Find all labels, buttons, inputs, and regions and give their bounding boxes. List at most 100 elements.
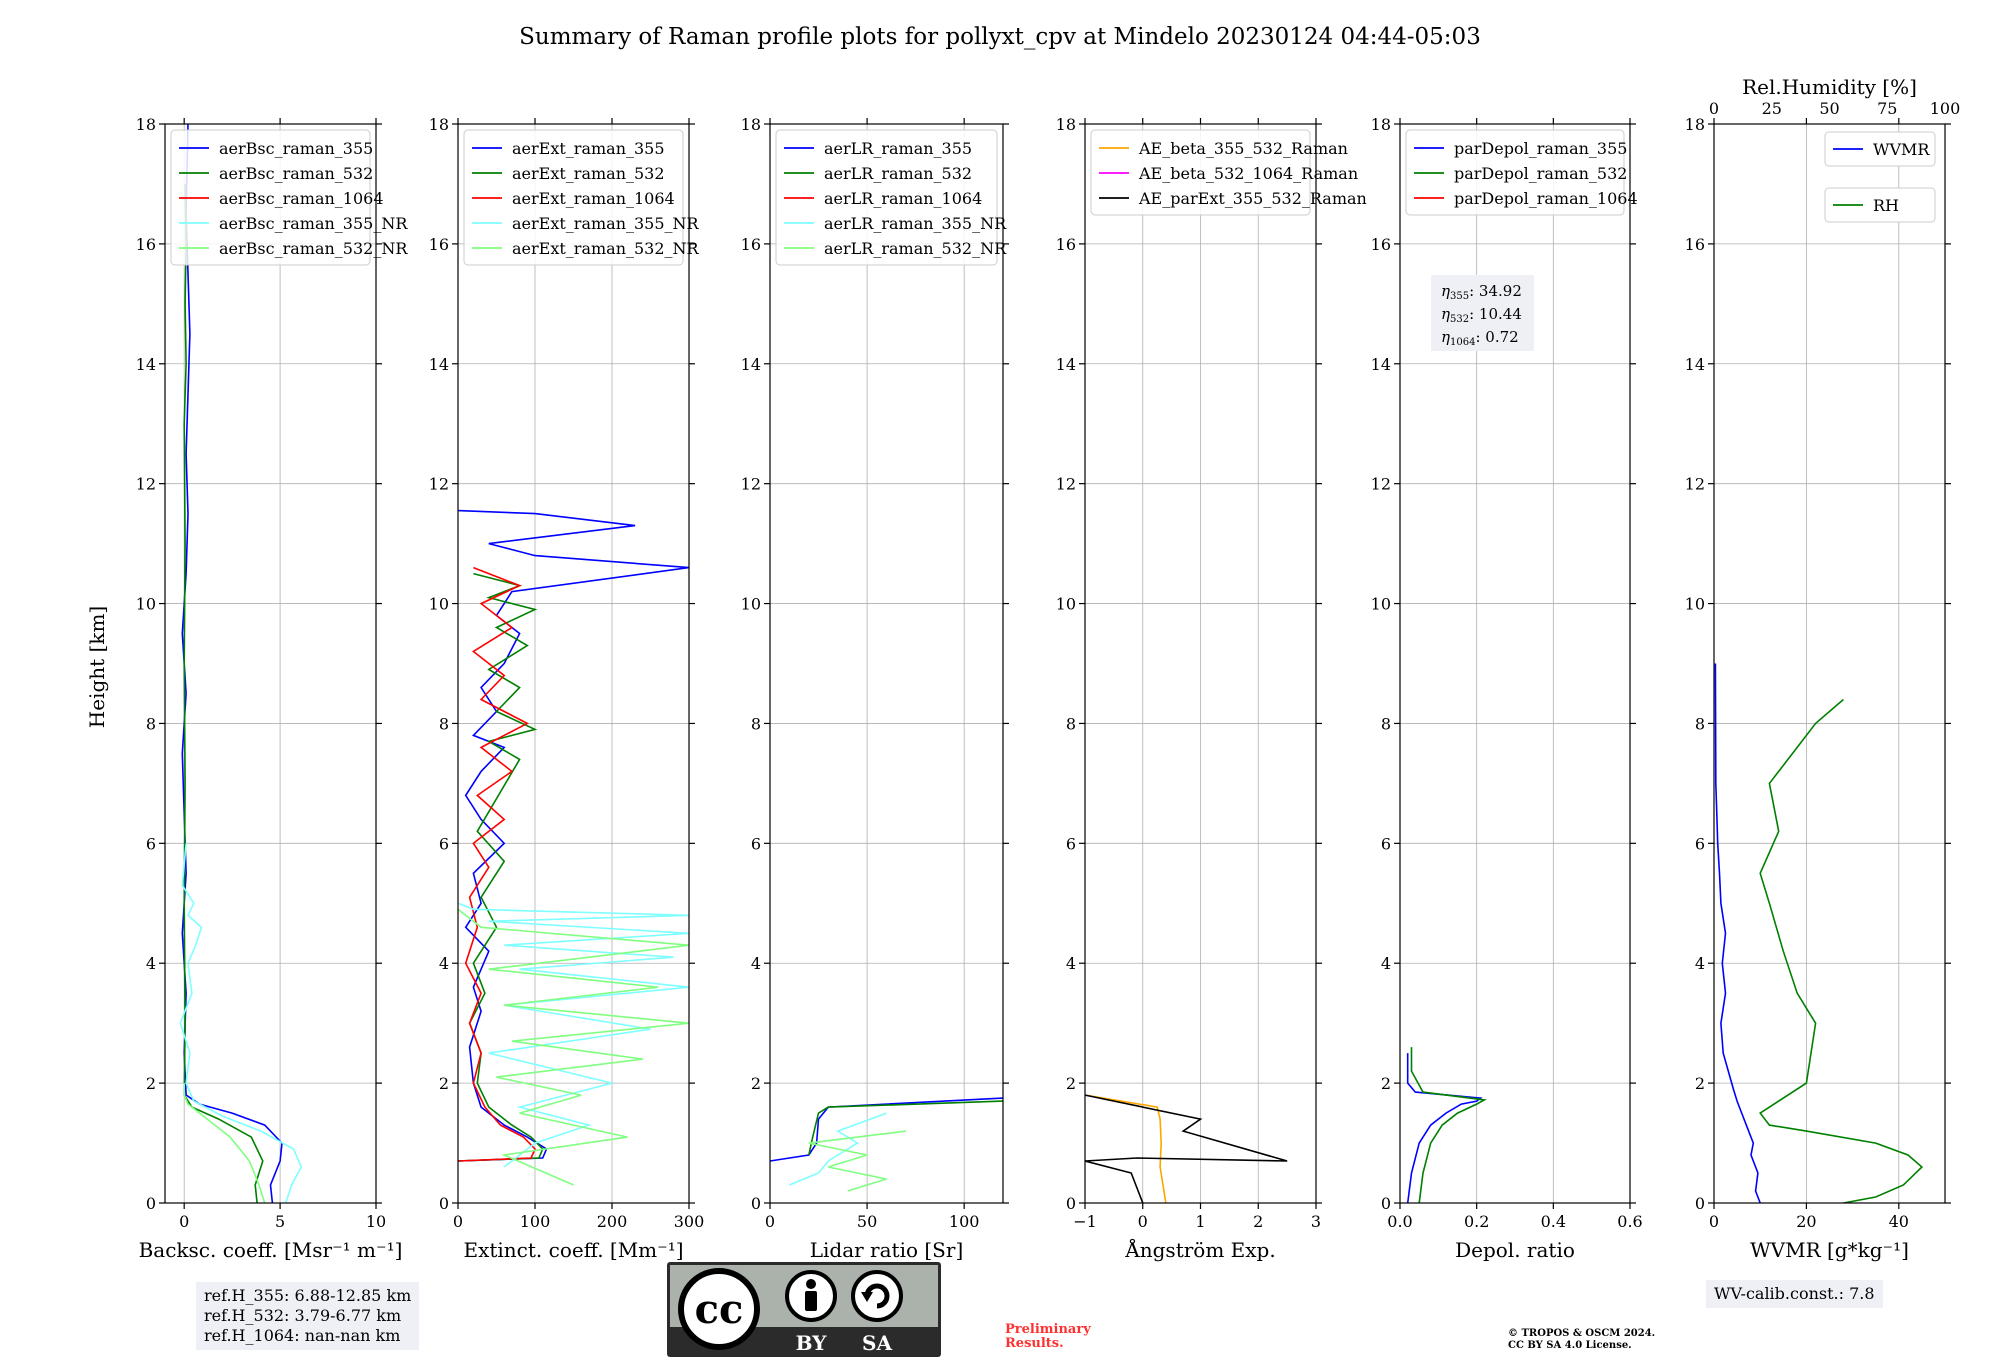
legend-frame bbox=[1090, 129, 1311, 216]
sa-label: SA bbox=[862, 1331, 892, 1355]
legend-label: aerBsc_raman_1064 bbox=[219, 189, 384, 208]
series-group bbox=[770, 1097, 1003, 1192]
x-axis-label: WVMR [g*kg⁻¹] bbox=[1750, 1238, 1909, 1262]
y-tick-label: 14 bbox=[1685, 355, 1705, 374]
x-tick-label: 100 bbox=[520, 1212, 551, 1231]
y-tick-label: 6 bbox=[146, 834, 156, 853]
y-tick-label: 12 bbox=[429, 475, 449, 494]
panel-1: 0 2 4 6 8 10 12 14 16 18 0 5 10 Backsc. coeff. [Msr⁻¹… bbox=[136, 115, 409, 1262]
top-x-tick-label: 50 bbox=[1819, 99, 1839, 118]
legend-label: aerExt_raman_532 bbox=[512, 164, 665, 183]
y-tick-label: 16 bbox=[136, 235, 156, 254]
legend-label: AE_parExt_355_532_Raman bbox=[1138, 189, 1367, 208]
y-tick-label: 14 bbox=[429, 355, 449, 374]
top-x-axis-label: Rel.Humidity [%] bbox=[1742, 75, 1917, 99]
y-tick-label: 2 bbox=[439, 1074, 449, 1093]
legend-frame bbox=[1824, 131, 1936, 167]
copyright-note: © TROPOS & OSCM 2024. CC BY SA 4.0 Licen… bbox=[1508, 1328, 1768, 1352]
legend-frame bbox=[775, 129, 998, 266]
legend: parDepol_raman_355 parDepol_raman_532 parD… bbox=[1405, 129, 1638, 216]
y-tick-label: 2 bbox=[1695, 1074, 1705, 1093]
y-tick-label: 0 bbox=[439, 1194, 449, 1213]
legend-label: aerLR_raman_355_NR bbox=[824, 214, 1007, 233]
x-tick-label: 0 bbox=[1138, 1212, 1148, 1231]
y-tick-label: 4 bbox=[1066, 954, 1076, 973]
y-tick-label: 12 bbox=[741, 475, 761, 494]
y-tick-label: 10 bbox=[741, 595, 761, 614]
legend-frame bbox=[170, 129, 371, 266]
legend-label: aerBsc_raman_532 bbox=[219, 164, 373, 183]
y-tick-label: 10 bbox=[429, 595, 449, 614]
series-line-ae-beta-355-532-raman bbox=[1085, 1094, 1167, 1203]
legend-label: aerExt_raman_532_NR bbox=[512, 239, 700, 258]
legend: aerLR_raman_355 aerLR_raman_532 aerLR_rama… bbox=[775, 129, 1007, 266]
sa-arrow-head bbox=[861, 1292, 873, 1302]
series-line-aerext-raman-355-nr bbox=[458, 902, 689, 1168]
series-group bbox=[1714, 663, 1924, 1203]
cc-letters: cc bbox=[695, 1286, 744, 1333]
y-tick-label: 8 bbox=[1695, 714, 1705, 733]
y-tick-label: 14 bbox=[741, 355, 761, 374]
x-tick-label: 0.2 bbox=[1464, 1212, 1489, 1231]
x-axis-label: Lidar ratio [Sr] bbox=[810, 1238, 964, 1262]
eta-1064: η1064: 0.72 bbox=[1441, 328, 1519, 348]
x-tick-label: 200 bbox=[597, 1212, 628, 1231]
legend-label: AE_beta_532_1064_Raman bbox=[1138, 164, 1358, 183]
panel-5: 0 2 4 6 8 10 12 14 16 18 0.0 0.2 0.4 0.6 Depol. ratio p… bbox=[1371, 115, 1643, 1262]
x-axis-label: Backsc. coeff. [Msr⁻¹ m⁻¹] bbox=[139, 1238, 403, 1262]
series-line-aerext-raman-355 bbox=[458, 509, 689, 1162]
series-line-rh bbox=[1759, 698, 1924, 1203]
y-tick-label: 16 bbox=[1685, 235, 1705, 254]
y-tick-label: 18 bbox=[429, 115, 449, 134]
series-line-aerext-raman-1064 bbox=[458, 566, 536, 1162]
y-tick-label: 18 bbox=[1685, 115, 1705, 134]
y-tick-label: 0 bbox=[751, 1194, 761, 1213]
by-person-head bbox=[806, 1279, 816, 1289]
sa-arrow-arc bbox=[864, 1283, 890, 1309]
y-tick-label: 14 bbox=[136, 355, 156, 374]
series-line-aerbsc-raman-355 bbox=[181, 124, 283, 1203]
top-x-tick-label: 25 bbox=[1762, 99, 1782, 118]
y-tick-label: 6 bbox=[1695, 834, 1705, 853]
top-x-tick-label: 100 bbox=[1930, 99, 1961, 118]
wv-calib-box: WV-calib.const.: 7.8 bbox=[1706, 1280, 1883, 1308]
x-tick-label: 0 bbox=[453, 1212, 463, 1231]
y-tick-label: 16 bbox=[1056, 235, 1076, 254]
y-tick-label: 4 bbox=[146, 954, 156, 973]
x-tick-label: 20 bbox=[1796, 1212, 1816, 1231]
top-x-tick-label: 75 bbox=[1877, 99, 1897, 118]
eta-box-background bbox=[1431, 275, 1534, 351]
series-line-wvmr bbox=[1714, 663, 1761, 1203]
legend-label: parDepol_raman_532 bbox=[1454, 164, 1627, 183]
preliminary-line-1: Preliminary bbox=[1005, 1322, 1091, 1337]
y-tick-label: 6 bbox=[1381, 834, 1391, 853]
legend-wvmr: WVMR bbox=[1824, 131, 1936, 167]
y-tick-label: 6 bbox=[1066, 834, 1076, 853]
y-tick-label: 10 bbox=[1056, 595, 1076, 614]
y-tick-label: 8 bbox=[146, 714, 156, 733]
y-tick-label: 18 bbox=[741, 115, 761, 134]
legend-label: aerExt_raman_355_NR bbox=[512, 214, 700, 233]
y-tick-label: 8 bbox=[1066, 714, 1076, 733]
panel-3: 0 2 4 6 8 10 12 14 16 18 0 50 100 Lidar ratio [Sr] aer… bbox=[741, 115, 1009, 1262]
y-tick-label: 12 bbox=[136, 475, 156, 494]
y-tick-label: 2 bbox=[751, 1074, 761, 1093]
y-tick-label: 2 bbox=[1066, 1074, 1076, 1093]
x-tick-label: 0.0 bbox=[1387, 1212, 1412, 1231]
series-group bbox=[458, 509, 689, 1186]
legend-frame bbox=[463, 129, 684, 266]
y-tick-label: 4 bbox=[1695, 954, 1705, 973]
x-tick-label: 40 bbox=[1889, 1212, 1909, 1231]
ref-height-box: ref.H_355: 6.88-12.85 km ref.H_532: 3.79… bbox=[196, 1282, 420, 1350]
y-tick-label: 0 bbox=[1381, 1194, 1391, 1213]
y-tick-label: 14 bbox=[1056, 355, 1076, 374]
legend-frame bbox=[1405, 129, 1625, 216]
copyright-line-2: CC BY SA 4.0 License. bbox=[1508, 1340, 1632, 1351]
y-tick-label: 6 bbox=[751, 834, 761, 853]
y-tick-label: 4 bbox=[439, 954, 449, 973]
series-line-aerext-raman-532-nr bbox=[458, 908, 689, 1186]
legend-label: aerLR_raman_532_NR bbox=[824, 239, 1007, 258]
legend-label: aerExt_raman_355 bbox=[512, 139, 665, 158]
y-tick-label: 12 bbox=[1056, 475, 1076, 494]
legend: aerBsc_raman_355 aerBsc_raman_532 aerBsc_r… bbox=[170, 129, 408, 266]
